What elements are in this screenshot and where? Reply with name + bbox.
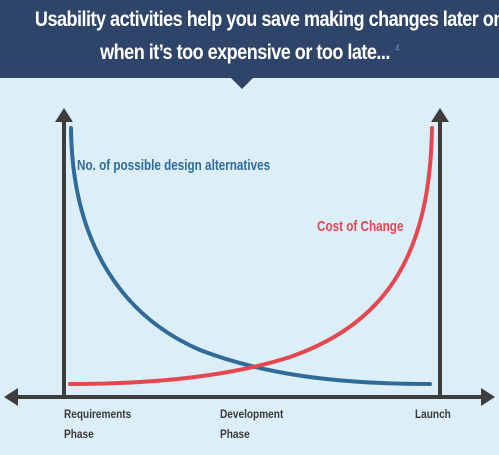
tick-launch: Launch [415,404,451,424]
headline-line-1: Usability activities help you save makin… [35,8,499,32]
tick-development-line-1: Development [220,407,284,421]
headline-line-2: when it’s too expensive or too late... 4 [35,41,464,65]
tick-requirements-phase: Requirements Phase [64,404,131,444]
design-alternatives-curve [69,126,432,386]
tick-requirements-line-2: Phase [64,427,94,441]
footnote-marker: 4 [395,43,399,53]
headline-text-2: when it’s too expensive or too late... [100,41,390,64]
right-y-axis-arrow [431,108,449,122]
tick-requirements-line-1: Requirements [64,407,132,421]
headline-text-1: Usability activities help you save makin… [34,8,499,31]
x-axis-right-arrow [481,388,495,406]
banner-pointer [231,78,253,89]
title-banner [0,0,499,78]
tick-development-phase: Development Phase [220,404,283,444]
cost-of-change-curve [68,126,434,386]
tick-launch-line-1: Launch [415,407,451,421]
design-alternatives-label: No. of possible design alternatives [77,157,271,174]
x-axis-left-arrow [4,388,18,406]
tick-development-line-2: Phase [220,427,250,441]
left-y-axis-arrow [55,108,73,122]
cost-of-change-label: Cost of Change [317,218,404,235]
